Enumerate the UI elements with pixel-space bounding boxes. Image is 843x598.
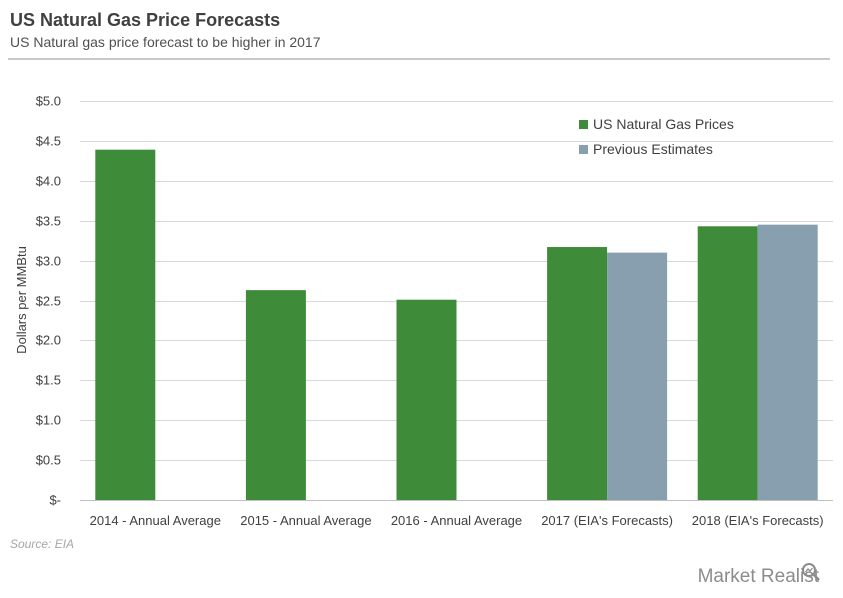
bar-us-natural-gas-prices <box>697 226 758 500</box>
bars <box>95 149 818 501</box>
chart-title: US Natural Gas Price Forecasts <box>10 10 281 30</box>
x-axis-categories: 2014 - Annual Average 2015 - Annual Avera… <box>90 513 824 528</box>
y-tick-label: $3.0 <box>36 254 61 269</box>
legend-entry: Previous Estimates <box>593 141 713 157</box>
y-tick-label: $- <box>49 493 61 508</box>
y-tick-label: $2.5 <box>36 294 61 309</box>
y-tick-label: $2.0 <box>36 333 61 348</box>
brand-logo-text: Market Realist <box>697 566 819 587</box>
y-tick-label: $5.0 <box>36 94 61 109</box>
legend-entry: US Natural Gas Prices <box>593 116 734 132</box>
x-category-label: 2018 (EIA's Forecasts) <box>692 513 824 528</box>
y-axis-label: Dollars per MMBtu <box>14 246 29 354</box>
legend: US Natural Gas Prices Previous Estimates <box>579 116 734 157</box>
y-tick-label: $4.0 <box>36 174 61 189</box>
y-tick-label: $0.5 <box>36 453 61 468</box>
bar-previous-estimates <box>757 224 818 500</box>
x-category-label: 2014 - Annual Average <box>90 513 221 528</box>
y-tick-label: $4.5 <box>36 134 61 149</box>
legend-swatch <box>579 145 588 154</box>
y-axis-ticks: $- $0.5 $1.0 $1.5 $2.0 $2.5 $3.0 $3.5 $4.0 $4.5 $5… <box>36 94 61 508</box>
y-tick-label: $3.5 <box>36 214 61 229</box>
bar-us-natural-gas-prices <box>547 247 608 500</box>
y-tick-label: $1.0 <box>36 413 61 428</box>
bar-us-natural-gas-prices <box>95 149 156 501</box>
chart-subtitle: US Natural gas price forecast to be high… <box>10 34 321 50</box>
source-note: Source: EIA <box>10 537 75 551</box>
magnifier-icon <box>802 563 820 581</box>
legend-swatch <box>579 120 588 129</box>
bar-us-natural-gas-prices <box>396 299 457 500</box>
header-divider <box>8 58 830 60</box>
bar-us-natural-gas-prices <box>245 290 306 500</box>
y-tick-label: $1.5 <box>36 373 61 388</box>
x-category-label: 2017 (EIA's Forecasts) <box>541 513 673 528</box>
x-category-label: 2015 - Annual Average <box>240 513 371 528</box>
x-category-label: 2016 - Annual Average <box>391 513 522 528</box>
bar-previous-estimates <box>607 252 668 500</box>
